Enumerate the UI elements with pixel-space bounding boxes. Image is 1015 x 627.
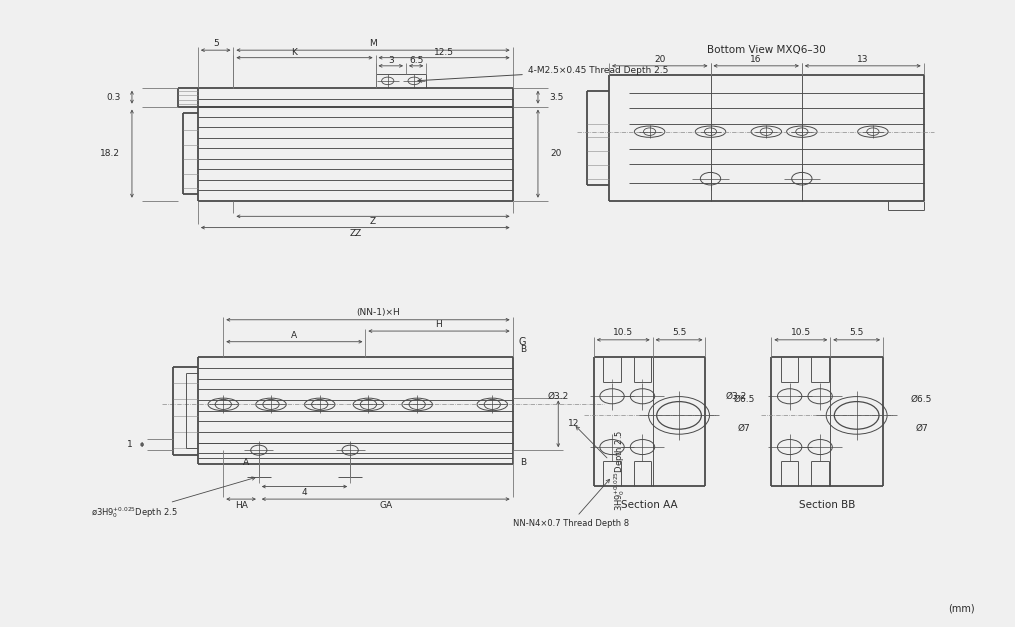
Text: B: B [520, 458, 526, 467]
Text: A: A [243, 458, 249, 467]
Text: 3H9$^{+0.025}_{0}$Depth 2.5: 3H9$^{+0.025}_{0}$Depth 2.5 [577, 426, 626, 511]
Text: 6.5: 6.5 [409, 56, 423, 65]
Text: (NN-1)×H: (NN-1)×H [356, 308, 400, 317]
Text: Ø3.2: Ø3.2 [726, 392, 746, 401]
Text: 5: 5 [213, 40, 218, 48]
Text: 12.5: 12.5 [434, 48, 454, 56]
Text: 4: 4 [301, 488, 308, 497]
Text: Ø3.2: Ø3.2 [548, 392, 568, 401]
Text: 4-M2.5×0.45 Thread Depth 2.5: 4-M2.5×0.45 Thread Depth 2.5 [418, 66, 668, 82]
Text: K: K [291, 48, 297, 56]
Text: M: M [369, 40, 377, 48]
Text: 3.5: 3.5 [549, 93, 563, 102]
Text: Ø6.5: Ø6.5 [733, 395, 755, 404]
Text: Z: Z [369, 218, 377, 226]
Text: ø3H9$^{+0.025}_{0}$Depth 2.5: ø3H9$^{+0.025}_{0}$Depth 2.5 [91, 477, 255, 520]
Text: Section BB: Section BB [799, 500, 856, 510]
Text: Bottom View MXQ6–30: Bottom View MXQ6–30 [707, 45, 825, 55]
Text: 5.5: 5.5 [672, 329, 686, 337]
Text: 16: 16 [750, 55, 762, 64]
Text: G: G [519, 337, 527, 347]
Text: Ø6.5: Ø6.5 [910, 395, 933, 404]
Text: (mm): (mm) [948, 603, 974, 613]
Text: Ø7: Ø7 [916, 423, 928, 433]
Text: 1: 1 [127, 440, 133, 449]
Text: B: B [520, 345, 526, 354]
Text: 5.5: 5.5 [850, 329, 864, 337]
Text: HA: HA [234, 501, 248, 510]
Text: 12: 12 [567, 419, 580, 428]
Text: A: A [291, 331, 297, 340]
Text: 20: 20 [654, 55, 666, 64]
Text: 10.5: 10.5 [791, 329, 811, 337]
Text: 18.2: 18.2 [99, 149, 120, 158]
Text: NN-N4×0.7 Thread Depth 8: NN-N4×0.7 Thread Depth 8 [513, 479, 628, 528]
Text: 10.5: 10.5 [613, 329, 633, 337]
Text: 13: 13 [857, 55, 869, 64]
Text: 20: 20 [550, 149, 562, 158]
Text: GA: GA [380, 501, 392, 510]
Text: H: H [435, 320, 443, 329]
Text: Ø7: Ø7 [738, 423, 750, 433]
Text: Section AA: Section AA [621, 500, 678, 510]
Text: 3: 3 [388, 56, 394, 65]
Text: 0.3: 0.3 [107, 93, 121, 102]
Text: ZZ: ZZ [349, 229, 361, 238]
